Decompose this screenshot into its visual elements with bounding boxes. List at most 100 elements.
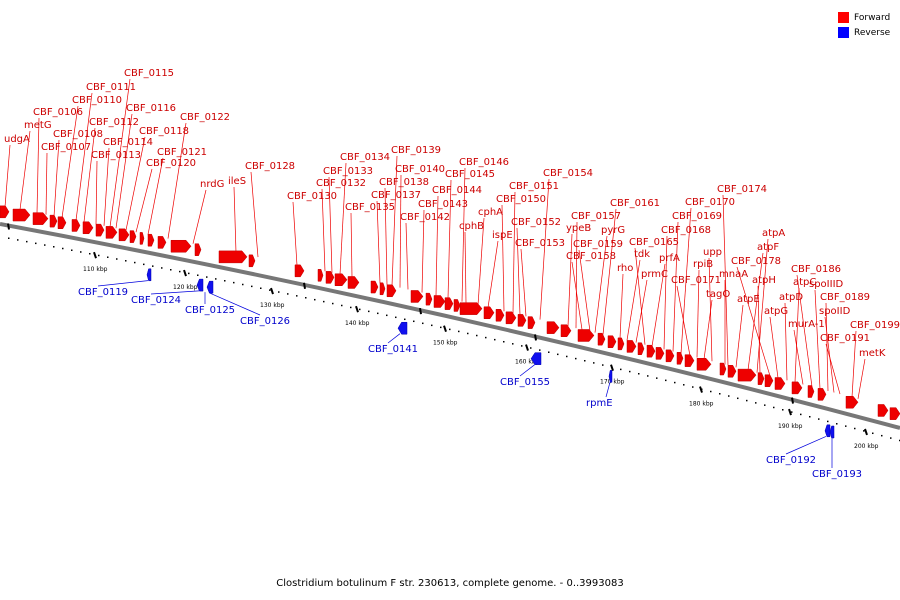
- reverse-swatch: [838, 27, 849, 38]
- forward-gene-label: CBF_0128: [245, 161, 295, 172]
- forward-gene: [737, 368, 757, 382]
- minor-tick: [818, 418, 820, 420]
- forward-gene-label: CBF_0186: [791, 264, 841, 275]
- minor-tick: [386, 314, 388, 317]
- forward-leader-line: [109, 78, 131, 228]
- forward-gene: [157, 236, 167, 249]
- forward-leader-line: [756, 238, 769, 373]
- minor-tick: [404, 318, 406, 321]
- forward-leader-line: [857, 358, 866, 399]
- reverse-gene-label: CBF_0125: [185, 305, 235, 316]
- forward-gene: [577, 329, 595, 342]
- reverse-gene-label: CBF_0155: [500, 377, 550, 388]
- forward-gene-label: CBF_0107: [41, 142, 91, 153]
- forward-gene-label: upp: [703, 247, 722, 258]
- forward-leader-line: [516, 227, 521, 315]
- forward-gene: [248, 254, 256, 268]
- major-tick: [788, 408, 792, 416]
- forward-leader-line: [794, 287, 800, 383]
- forward-gene: [194, 243, 202, 256]
- forward-gene: [129, 230, 137, 243]
- tick-mark: [303, 282, 306, 289]
- minor-tick: [296, 295, 298, 297]
- forward-leader-line: [769, 316, 779, 379]
- reverse-gene: [530, 352, 542, 365]
- forward-gene-label: CBF_0145: [445, 169, 495, 180]
- forward-leader-line: [672, 221, 679, 352]
- forward-leader-line: [814, 289, 821, 389]
- tick-label: 160 kbp: [515, 359, 540, 366]
- forward-gene-label: CBF_0135: [345, 202, 395, 213]
- forward-leader-line: [736, 266, 771, 377]
- forward-gene-label: udgA: [4, 134, 30, 145]
- minor-tick: [80, 251, 82, 253]
- forward-leader-line: [135, 168, 153, 233]
- major-tick: [864, 428, 868, 436]
- minor-tick: [125, 260, 127, 262]
- forward-leader-line: [651, 263, 666, 347]
- forward-leader-line: [53, 139, 60, 217]
- tick-label: 140 kbp: [345, 320, 370, 327]
- forward-gene: [459, 302, 483, 315]
- forward-leader-line: [501, 204, 505, 312]
- major-tick: [525, 344, 529, 351]
- forward-leader-line: [539, 178, 550, 320]
- forward-gene: [889, 407, 900, 420]
- minor-tick: [107, 256, 109, 258]
- legend: Forward Reverse: [838, 10, 890, 40]
- forward-gene-label: CBF_0152: [511, 217, 561, 228]
- forward-gene: [696, 358, 712, 371]
- forward-leader-line: [784, 302, 788, 381]
- forward-leader-line: [512, 191, 516, 314]
- forward-gene: [684, 354, 695, 367]
- forward-gene-label: rpiB: [693, 259, 713, 270]
- major-tick: [183, 269, 187, 277]
- forward-gene: [676, 352, 684, 365]
- forward-gene-label: CBF_0150: [496, 194, 546, 205]
- minor-tick: [800, 413, 802, 416]
- forward-leader-line: [391, 155, 398, 286]
- forward-gene-label: CBF_0153: [515, 238, 565, 249]
- reverse-gene-label: CBF_0126: [240, 316, 290, 327]
- reverse-gene-label: CBF_0124: [131, 295, 181, 306]
- minor-tick: [44, 244, 46, 246]
- forward-leader-line: [61, 105, 79, 218]
- forward-gene-label: mnaA: [719, 269, 748, 280]
- forward-gene-label: CBF_0118: [139, 126, 189, 137]
- forward-leader-line: [103, 147, 110, 226]
- minor-tick: [476, 334, 478, 337]
- forward-leader-line: [796, 274, 813, 387]
- forward-gene-label: CBF_0189: [820, 292, 870, 303]
- minor-tick: [872, 432, 874, 435]
- minor-tick: [98, 254, 100, 257]
- minor-tick: [161, 267, 163, 269]
- minor-tick: [170, 269, 172, 271]
- minor-tick: [440, 326, 442, 329]
- forward-gene-label: prfA: [659, 253, 680, 264]
- minor-tick: [71, 249, 73, 251]
- minor-tick: [188, 272, 190, 275]
- minor-tick: [656, 377, 658, 379]
- minor-tick: [179, 270, 181, 273]
- forward-gene-label: nrdG: [200, 179, 224, 190]
- forward-gene: [453, 299, 461, 312]
- forward-leader-line: [328, 176, 333, 273]
- minor-tick: [134, 261, 136, 264]
- minor-tick: [890, 437, 892, 439]
- minor-tick: [683, 384, 685, 386]
- forward-leader-line: [575, 221, 578, 329]
- forward-leader-line: [520, 248, 527, 317]
- forward-leader-line: [321, 188, 326, 272]
- minor-tick: [413, 320, 415, 323]
- forward-gene-label: CBF_0133: [323, 166, 373, 177]
- forward-gene-label: atpF: [757, 242, 779, 253]
- forward-gene-label: CBF_0108: [53, 129, 103, 140]
- forward-leader-line: [680, 207, 692, 354]
- forward-gene: [139, 232, 145, 245]
- tick-mark: [534, 334, 537, 341]
- forward-gene: [49, 214, 58, 228]
- forward-gene-label: atpH: [752, 275, 776, 286]
- minor-tick: [494, 338, 496, 341]
- minor-tick: [719, 393, 721, 395]
- forward-gene: [546, 321, 560, 334]
